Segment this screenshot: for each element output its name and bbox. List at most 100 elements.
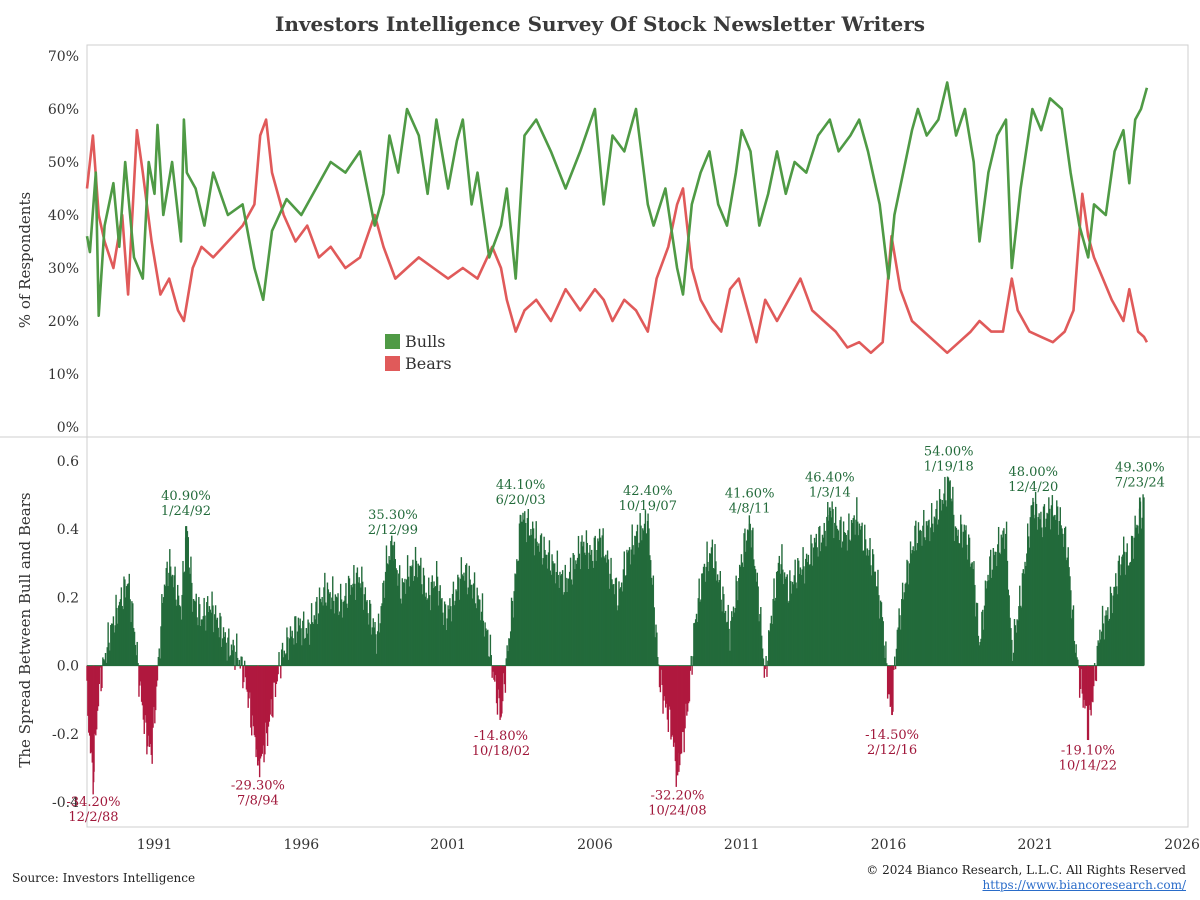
spread-bar <box>1006 560 1009 666</box>
spread-bar <box>230 644 233 666</box>
spread-bar <box>1048 497 1050 666</box>
spread-bar <box>179 606 182 666</box>
spread-bars <box>86 476 1145 795</box>
spread-bar <box>897 627 899 666</box>
spread-bar <box>1012 652 1015 666</box>
spread-bar <box>107 622 109 666</box>
spread-bar <box>183 572 185 666</box>
spread-bar <box>157 656 160 666</box>
spread-bar <box>203 597 205 666</box>
spread-bar <box>310 603 313 666</box>
chart-title: Investors Intelligence Survey Of Stock N… <box>274 12 926 36</box>
spread-bar <box>412 559 414 666</box>
spread-bar <box>899 615 901 666</box>
spread-bar <box>1132 558 1135 666</box>
spread-bar <box>357 582 359 666</box>
spread-bar <box>291 630 293 666</box>
spread-bar <box>488 657 491 666</box>
spread-bar <box>561 570 564 666</box>
spread-bar <box>989 556 991 666</box>
peak-bar <box>676 665 679 776</box>
spread-bar <box>639 513 641 666</box>
spread-bar <box>838 540 840 666</box>
spread-bar <box>925 521 928 666</box>
spread-bar <box>209 609 212 666</box>
spread-bar <box>476 587 478 666</box>
spread-bar <box>1077 659 1079 666</box>
spread-bar <box>391 535 393 666</box>
spread-bar <box>266 665 269 746</box>
spread-bar <box>547 552 550 666</box>
spread-bar <box>100 665 102 692</box>
spread-bar <box>343 600 345 666</box>
spread-bar <box>421 594 424 666</box>
spread-bar <box>174 566 176 666</box>
spread-bar <box>1137 533 1140 666</box>
spread-bar <box>125 586 128 666</box>
spread-bar <box>1068 567 1070 666</box>
spread-bar <box>807 554 810 666</box>
spread-bar <box>98 665 101 685</box>
spread-bar <box>840 516 842 666</box>
website-link[interactable]: https://www.biancoresearch.com/ <box>982 878 1186 892</box>
spread-bar <box>419 565 421 666</box>
spread-bar <box>1085 665 1087 706</box>
spread-bar <box>1029 517 1032 666</box>
x-tick-label: 2016 <box>871 837 907 853</box>
spread-bar <box>657 664 660 666</box>
spread-bar <box>440 599 442 666</box>
spread-bar <box>928 519 930 666</box>
bottom-y-tick-label: 0.4 <box>57 522 79 538</box>
spread-bar <box>120 587 123 666</box>
spread-bar <box>820 542 823 666</box>
spread-bar <box>195 593 197 666</box>
spread-bar <box>914 525 916 666</box>
spread-bar <box>1091 665 1093 702</box>
spread-bar <box>297 617 300 666</box>
annotation-value: 35.30% <box>368 508 418 523</box>
spread-bar <box>862 550 864 666</box>
spread-bar <box>406 579 408 666</box>
spread-bar <box>1099 629 1101 666</box>
spread-bar <box>1005 521 1008 666</box>
spread-bar <box>682 665 685 733</box>
spread-bar <box>988 580 990 666</box>
spread-bar <box>867 555 869 666</box>
spread-bar <box>206 596 209 666</box>
spread-bar <box>864 539 867 666</box>
spread-bar <box>781 544 783 666</box>
spread-bar <box>265 665 268 734</box>
spread-bar <box>1024 561 1026 666</box>
spread-bar <box>463 572 465 666</box>
spread-bar <box>158 648 160 666</box>
spread-bar <box>664 665 666 697</box>
spread-bar <box>417 563 419 666</box>
spread-bar <box>733 612 736 666</box>
spread-bar <box>459 578 462 666</box>
spread-bar <box>679 665 681 766</box>
spread-bar <box>847 530 849 666</box>
spread-bar <box>90 665 93 753</box>
spread-bar <box>587 568 589 666</box>
spread-bar <box>896 629 899 666</box>
spread-bar <box>457 574 459 666</box>
spread-bar <box>451 593 454 666</box>
spread-bar <box>876 586 878 666</box>
spread-bar <box>590 549 593 666</box>
spread-bar <box>541 564 544 666</box>
x-tick-label: 2026 <box>1164 837 1200 853</box>
annotation-date: 1/24/92 <box>161 504 211 519</box>
spread-bar <box>977 635 980 666</box>
spread-bar <box>704 581 707 666</box>
spread-bar <box>212 605 214 666</box>
spread-bar <box>1086 665 1088 706</box>
spread-bar <box>172 587 175 666</box>
annotation-value: 42.40% <box>623 484 673 499</box>
spread-bar <box>1039 519 1041 666</box>
spread-bar <box>1008 595 1010 666</box>
annotation-value: 48.00% <box>1008 465 1058 480</box>
spread-bar <box>272 665 274 718</box>
spread-bar <box>196 617 198 666</box>
spread-bar <box>746 540 748 666</box>
spread-bar <box>289 626 292 666</box>
